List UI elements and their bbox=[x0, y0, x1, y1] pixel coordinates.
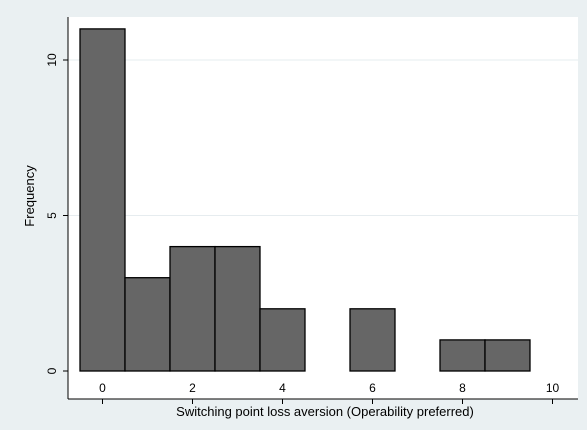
y-tick-label-0: 0 bbox=[45, 367, 59, 374]
y-tick-label-10: 10 bbox=[45, 53, 59, 67]
bar-x9 bbox=[484, 339, 531, 372]
bar-x4 bbox=[259, 308, 306, 372]
bar-x6 bbox=[349, 308, 396, 372]
y-tick-label-5: 5 bbox=[45, 212, 59, 219]
gridlines bbox=[68, 59, 578, 216]
x-tick-label-6: 6 bbox=[369, 381, 376, 395]
y-axis-label: Frequency bbox=[22, 165, 37, 227]
bar-x3 bbox=[214, 245, 261, 372]
x-tick-label-0: 0 bbox=[99, 381, 106, 395]
x-tick-label-2: 2 bbox=[189, 381, 196, 395]
x-tick-label-8: 8 bbox=[459, 381, 466, 395]
x-axis-label: Switching point loss aversion (Operabili… bbox=[176, 404, 474, 419]
bars bbox=[79, 28, 531, 372]
axes: 0 5 10 0 2 4 6 8 10 bbox=[45, 17, 578, 404]
bar-x8 bbox=[439, 339, 486, 372]
x-tick-label-10: 10 bbox=[546, 381, 560, 395]
bar-x1 bbox=[124, 277, 171, 372]
bar-x0 bbox=[79, 28, 126, 372]
bar-x2 bbox=[169, 245, 216, 372]
x-tick-label-4: 4 bbox=[279, 381, 286, 395]
